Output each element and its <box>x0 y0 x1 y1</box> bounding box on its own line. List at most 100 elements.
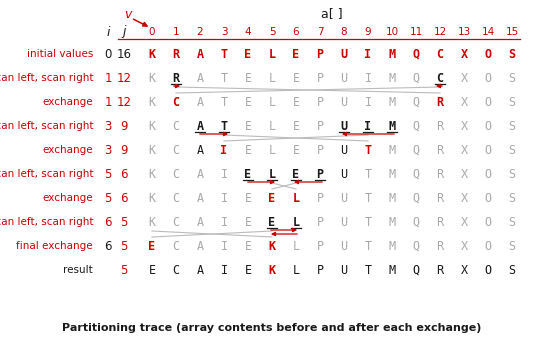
Text: K: K <box>149 144 156 156</box>
Text: 2: 2 <box>197 27 203 37</box>
Text: 3: 3 <box>221 27 227 37</box>
Text: K: K <box>268 240 276 252</box>
Text: X: X <box>460 96 467 108</box>
Text: Q: Q <box>412 216 419 228</box>
Text: R: R <box>436 240 443 252</box>
Text: I: I <box>220 192 227 204</box>
Text: R: R <box>436 192 443 204</box>
Text: Partitioning trace (array contents before and after each exchange): Partitioning trace (array contents befor… <box>63 323 481 333</box>
Text: 1: 1 <box>104 72 112 84</box>
Text: A: A <box>196 120 203 132</box>
Text: X: X <box>460 144 467 156</box>
Text: E: E <box>244 168 251 180</box>
Text: A: A <box>196 96 203 108</box>
Text: K: K <box>149 48 156 61</box>
Text: 5: 5 <box>120 216 128 228</box>
Text: exchange: exchange <box>42 97 93 107</box>
Text: U: U <box>341 72 348 84</box>
Text: L: L <box>268 72 276 84</box>
Text: E: E <box>293 144 300 156</box>
Text: E: E <box>244 144 251 156</box>
Text: 9: 9 <box>120 120 128 132</box>
Text: I: I <box>220 264 227 276</box>
Text: 1: 1 <box>172 27 180 37</box>
Text: 16: 16 <box>116 48 132 61</box>
Text: I: I <box>364 96 372 108</box>
Text: I: I <box>364 48 372 61</box>
Text: C: C <box>172 264 180 276</box>
Text: 12: 12 <box>116 96 132 108</box>
Text: A: A <box>196 72 203 84</box>
Text: A: A <box>196 192 203 204</box>
Text: E: E <box>149 240 156 252</box>
Text: O: O <box>485 72 492 84</box>
Text: 6: 6 <box>104 240 112 252</box>
Text: X: X <box>460 72 467 84</box>
Text: 6: 6 <box>104 216 112 228</box>
Text: E: E <box>293 48 300 61</box>
Text: X: X <box>460 168 467 180</box>
Text: 8: 8 <box>341 27 347 37</box>
Text: O: O <box>485 48 492 61</box>
Text: Q: Q <box>412 72 419 84</box>
Text: E: E <box>244 72 251 84</box>
Text: 5: 5 <box>120 264 128 276</box>
Text: i: i <box>106 25 110 39</box>
Text: E: E <box>268 216 276 228</box>
Text: M: M <box>388 144 395 156</box>
Text: K: K <box>149 168 156 180</box>
Text: scan left, scan right: scan left, scan right <box>0 169 93 179</box>
Text: C: C <box>172 96 180 108</box>
Text: I: I <box>220 168 227 180</box>
Text: result: result <box>63 265 93 275</box>
Text: S: S <box>509 72 516 84</box>
Text: C: C <box>172 144 180 156</box>
Text: initial values: initial values <box>27 49 93 59</box>
Text: R: R <box>436 120 443 132</box>
Text: 15: 15 <box>505 27 518 37</box>
Text: U: U <box>341 48 348 61</box>
Text: M: M <box>388 96 395 108</box>
Text: T: T <box>220 72 227 84</box>
Text: I: I <box>364 72 372 84</box>
Text: Q: Q <box>412 120 419 132</box>
Text: O: O <box>485 264 492 276</box>
Text: U: U <box>341 216 348 228</box>
Text: Q: Q <box>412 96 419 108</box>
Text: K: K <box>149 72 156 84</box>
Text: U: U <box>341 96 348 108</box>
Text: O: O <box>485 192 492 204</box>
Text: 9: 9 <box>120 144 128 156</box>
Text: R: R <box>436 144 443 156</box>
Text: C: C <box>172 192 180 204</box>
Text: E: E <box>268 192 276 204</box>
Text: 11: 11 <box>410 27 423 37</box>
Text: L: L <box>268 168 276 180</box>
Text: I: I <box>220 144 227 156</box>
Text: U: U <box>341 120 348 132</box>
Text: L: L <box>293 240 300 252</box>
Text: E: E <box>244 264 251 276</box>
Text: T: T <box>364 168 372 180</box>
Text: T: T <box>220 48 227 61</box>
Text: 14: 14 <box>481 27 494 37</box>
Text: S: S <box>509 48 516 61</box>
Text: 0: 0 <box>149 27 155 37</box>
Text: X: X <box>460 216 467 228</box>
Text: E: E <box>293 120 300 132</box>
Text: a[ ]: a[ ] <box>321 7 343 21</box>
Text: U: U <box>341 192 348 204</box>
Text: I: I <box>220 216 227 228</box>
Text: 1: 1 <box>104 96 112 108</box>
Text: P: P <box>317 240 324 252</box>
Text: Q: Q <box>412 240 419 252</box>
Text: T: T <box>364 216 372 228</box>
Text: E: E <box>293 96 300 108</box>
Text: A: A <box>196 264 203 276</box>
Text: 5: 5 <box>104 168 112 180</box>
Text: E: E <box>293 72 300 84</box>
Text: O: O <box>485 216 492 228</box>
Text: 9: 9 <box>364 27 372 37</box>
Text: T: T <box>220 96 227 108</box>
Text: R: R <box>436 216 443 228</box>
